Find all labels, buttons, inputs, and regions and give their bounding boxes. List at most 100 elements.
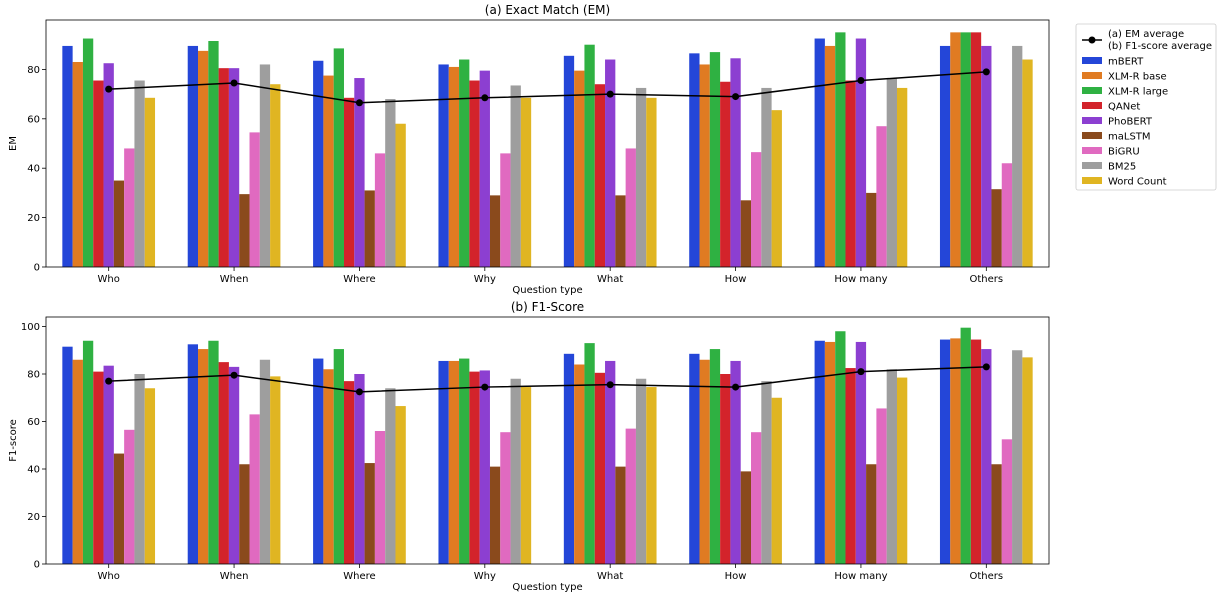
chart-title: (b) F1-Score	[511, 300, 584, 314]
bar-qanet	[845, 80, 856, 267]
chart-title: (a) Exact Match (EM)	[485, 3, 610, 17]
bar-malstm	[489, 195, 501, 267]
bar-xlm-r-base	[198, 349, 209, 564]
bar-qanet	[93, 371, 104, 564]
bar-qanet	[343, 381, 355, 564]
x-tick-label: Who	[98, 274, 120, 285]
bar-xlm-r-base	[574, 70, 585, 267]
legend-label-em-average: (a) EM average	[1108, 29, 1184, 40]
y-tick-label: 80	[27, 370, 40, 381]
bar-phobert	[479, 70, 490, 267]
legend-swatch-bigru	[1082, 147, 1102, 154]
x-tick-label: What	[597, 571, 623, 582]
x-tick-label: How	[725, 571, 747, 582]
x-tick-label: How	[725, 274, 747, 285]
bar-qanet	[594, 84, 606, 267]
bar-bm25	[259, 359, 271, 564]
x-tick-label: Where	[343, 274, 375, 285]
bar-phobert	[354, 374, 365, 564]
bar-bm25	[385, 388, 396, 564]
average-point	[481, 383, 489, 391]
bar-qanet	[343, 97, 355, 268]
bar-bm25	[259, 64, 271, 268]
legend-swatch-qanet	[1082, 102, 1102, 109]
legend-swatch-mbert	[1082, 57, 1102, 64]
bar-qanet	[218, 362, 229, 564]
average-point	[982, 363, 990, 371]
bar-phobert	[855, 341, 867, 564]
average-point	[105, 85, 113, 93]
x-tick-label: Others	[970, 274, 1004, 285]
bar-xlm-r-large	[709, 52, 721, 267]
bar-malstm	[740, 200, 752, 267]
bar-malstm	[615, 195, 626, 267]
bar-phobert	[103, 63, 114, 267]
average-point	[230, 371, 238, 379]
legend-swatch-xlm-r-base	[1082, 72, 1102, 79]
bar-xlm-r-base	[448, 360, 460, 564]
bar-qanet	[218, 68, 229, 267]
f1-chart: (b) F1-Score 0 20 40 60 80 100 Who When Where Why W…	[8, 300, 1050, 593]
bar-qanet	[720, 374, 731, 564]
bar-xlm-r-large	[208, 40, 219, 268]
bar-mbert	[689, 53, 700, 267]
bar-word-count	[520, 387, 532, 564]
bar-mbert	[563, 353, 575, 564]
bar-xlm-r-large	[82, 38, 94, 268]
bar-xlm-r-base	[574, 364, 585, 564]
legend: (a) EM average(b) F1-score average mBERT X…	[1075, 23, 1217, 191]
bar-bm25	[134, 374, 145, 564]
legend-swatch-malstm	[1082, 132, 1102, 139]
bar-xlm-r-base	[950, 338, 961, 564]
bar-malstm	[991, 464, 1002, 564]
bar-xlm-r-large	[333, 349, 344, 564]
bar-bigru	[1001, 163, 1013, 267]
bar-xlm-r-base	[323, 369, 334, 564]
bar-bigru	[249, 132, 260, 267]
bar-qanet	[594, 372, 606, 564]
bar-bigru	[249, 414, 260, 564]
bar-malstm	[866, 192, 877, 267]
bar-word-count	[520, 97, 532, 268]
bar-xlm-r-large	[960, 32, 971, 267]
bar-qanet	[469, 371, 480, 564]
bar-bm25	[761, 381, 772, 564]
y-axis-label: F1-score	[8, 419, 19, 462]
bar-phobert	[103, 365, 114, 564]
bar-xlm-r-large	[584, 343, 595, 564]
bar-word-count	[646, 97, 657, 268]
bar-phobert	[730, 360, 741, 564]
bar-bigru	[124, 148, 135, 267]
bar-xlm-r-base	[950, 32, 961, 267]
bar-phobert	[981, 45, 992, 268]
bar-bm25	[510, 378, 521, 564]
bar-xlm-r-base	[699, 359, 710, 564]
bar-word-count	[395, 123, 406, 268]
bar-bm25	[761, 87, 772, 267]
bar-qanet	[845, 368, 856, 564]
y-tick-label: 0	[34, 560, 40, 571]
y-tick-label: 80	[27, 65, 40, 76]
bar-bigru	[876, 126, 887, 268]
bar-malstm	[113, 453, 125, 564]
bar-xlm-r-large	[459, 358, 470, 564]
legend-average-marker	[1088, 36, 1096, 44]
x-axis-label: Question type	[512, 285, 582, 296]
bar-malstm	[239, 194, 250, 267]
bar-mbert	[814, 38, 825, 268]
x-tick-label: How many	[834, 274, 887, 285]
bar-mbert	[187, 344, 199, 564]
bar-malstm	[866, 464, 877, 564]
bar-bm25	[635, 378, 647, 564]
y-tick-label: 20	[27, 512, 40, 523]
x-tick-label: Who	[98, 571, 120, 582]
bar-qanet	[970, 32, 982, 267]
legend-label-mbert: mBERT	[1108, 57, 1144, 68]
x-tick-label: How many	[834, 571, 887, 582]
bar-xlm-r-large	[835, 331, 846, 564]
bar-xlm-r-base	[72, 359, 83, 564]
average-point	[857, 77, 865, 85]
legend-swatch-phobert	[1082, 117, 1102, 124]
legend-box	[1075, 23, 1217, 191]
bar-phobert	[228, 68, 240, 267]
